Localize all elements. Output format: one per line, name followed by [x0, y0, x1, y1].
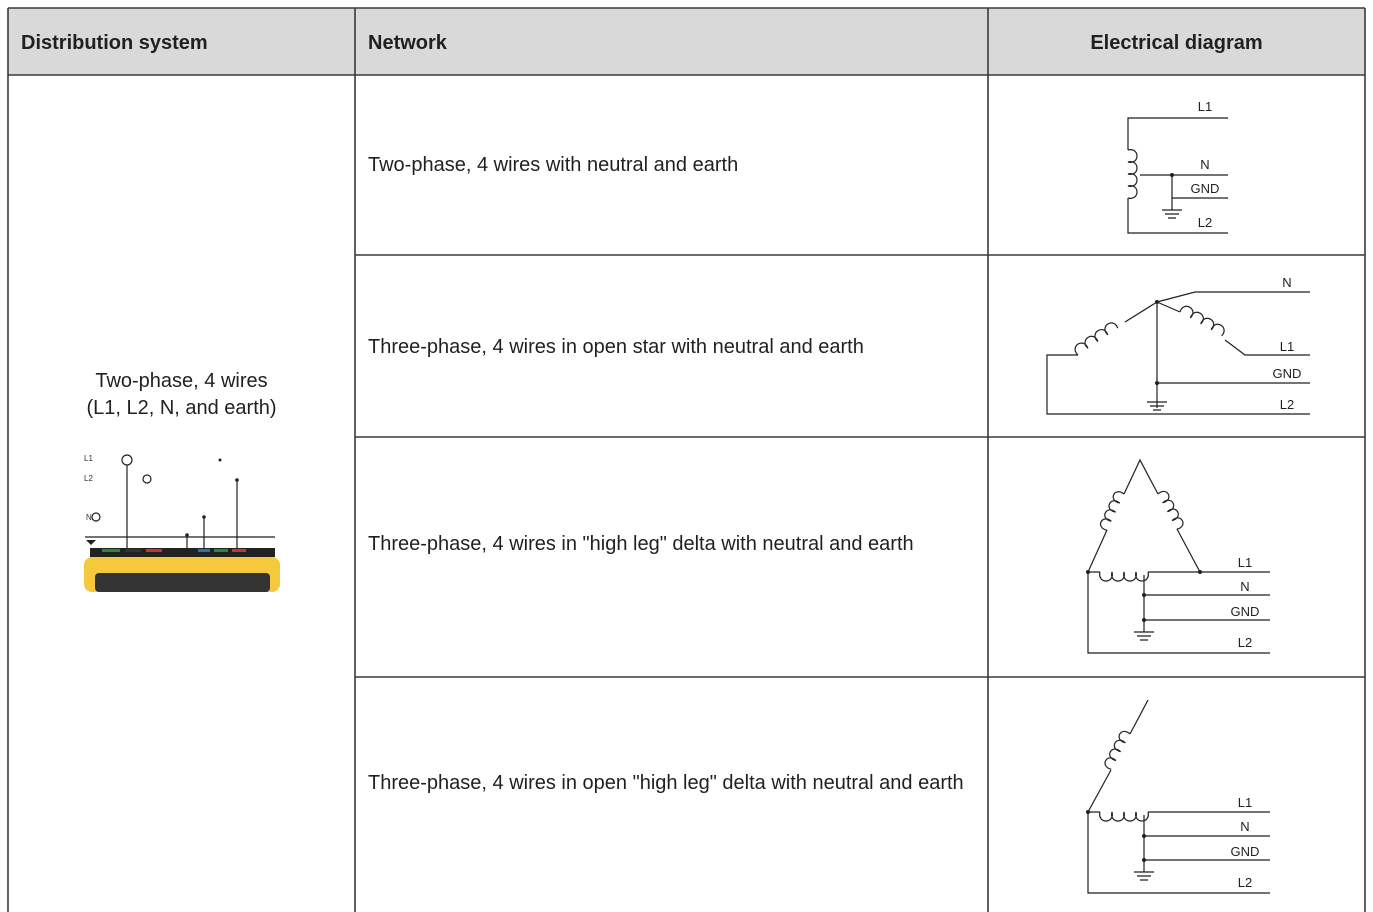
column-header: Electrical diagram — [1090, 32, 1263, 54]
diagram-label: L1 — [1198, 99, 1212, 114]
diagram-label: L2 — [1198, 215, 1212, 230]
diagram-label: L1 — [1280, 339, 1294, 354]
electrical-diagram: N L1 GND L2 — [1046, 275, 1310, 415]
diagram-label: GND — [1231, 844, 1260, 859]
diagram-label: L1 — [1238, 795, 1252, 810]
device-label: N — [86, 513, 92, 522]
diagram-label: GND — [1191, 181, 1220, 196]
electrical-diagram: L1 N GND L2 — [1127, 99, 1228, 234]
device-picture: L1 L2 N — [84, 454, 280, 592]
diagram-label: N — [1240, 819, 1249, 834]
device-label: L2 — [84, 474, 93, 483]
column-header: Distribution system — [21, 32, 208, 54]
system-cell: Two-phase, 4 wires (L1, L2, N, and earth… — [8, 368, 355, 422]
electrical-diagram: L1 N GND L2 — [1086, 699, 1270, 894]
diagram-label: GND — [1273, 366, 1302, 381]
header-background — [8, 8, 1365, 75]
device-label: L1 — [84, 454, 93, 463]
network-text: Two-phase, 4 wires with neutral and eart… — [368, 154, 739, 176]
diagram-label: N — [1282, 275, 1291, 290]
electrical-diagram: L1 N GND L2 — [1086, 458, 1270, 654]
table-borders — [7, 7, 1366, 912]
system-label: Two-phase, 4 wires — [95, 370, 268, 392]
column-header: Network — [368, 32, 447, 54]
network-text: Three-phase, 4 wires in open star with n… — [368, 336, 864, 358]
diagram-label: GND — [1231, 604, 1260, 619]
diagram-label: L2 — [1238, 875, 1252, 890]
diagram-label: L2 — [1280, 397, 1294, 412]
diagram-label: L1 — [1238, 555, 1252, 570]
diagram-label: L2 — [1238, 635, 1252, 650]
system-sublabel: (L1, L2, N, and earth) — [86, 397, 277, 419]
diagram-label: N — [1240, 579, 1249, 594]
network-text: Three-phase, 4 wires in "high leg" delta… — [368, 533, 914, 555]
network-text: Three-phase, 4 wires in open "high leg" … — [368, 772, 964, 794]
diagram-label: N — [1200, 157, 1209, 172]
